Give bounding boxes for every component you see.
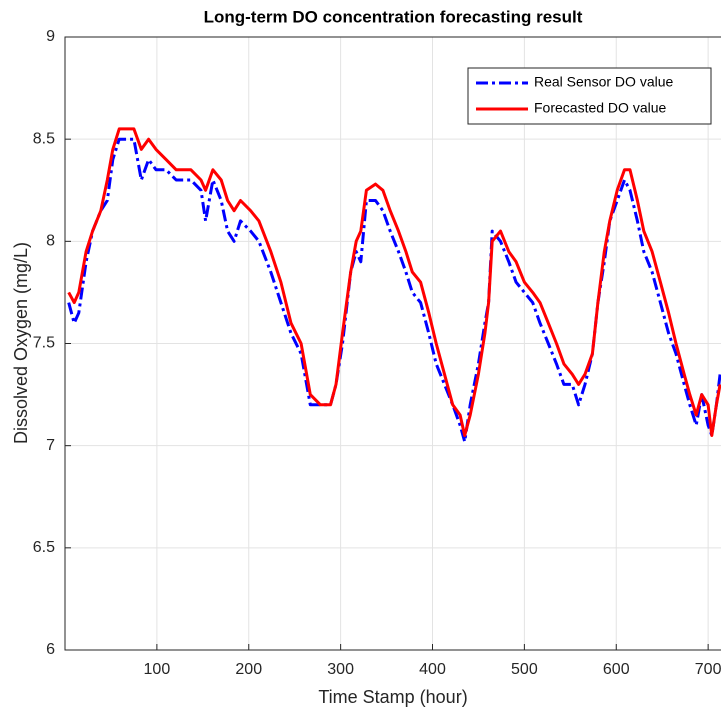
x-tick-label: 400: [419, 661, 446, 678]
x-tick-label: 200: [235, 661, 262, 678]
x-tick-label: 600: [603, 661, 630, 678]
y-tick-label: 8: [46, 233, 55, 250]
legend-label: Forecasted DO value: [534, 100, 666, 116]
x-axis-label: Time Stamp (hour): [318, 687, 467, 707]
series-line: [67, 127, 721, 437]
legend-label: Real Sensor DO value: [534, 74, 674, 90]
x-tick-label: 700: [695, 661, 721, 678]
y-tick-label: 9: [46, 28, 55, 45]
legend-box: [467, 67, 712, 125]
x-tick-label: 300: [327, 661, 354, 678]
y-tick-label: 6.5: [33, 539, 55, 556]
y-axis-label: Dissolved Oxygen (mg/L): [11, 242, 31, 444]
y-tick-label: 7.5: [33, 335, 55, 352]
chart-title: Long-term DO concentration forecasting r…: [204, 7, 583, 26]
x-tick-label: 500: [511, 661, 538, 678]
y-tick-label: 7: [46, 437, 55, 454]
axes-box: [64, 36, 721, 651]
y-tick-label: 6: [46, 641, 55, 658]
x-tick-label: 100: [144, 661, 171, 678]
series-line: [67, 137, 721, 444]
y-tick-label: 8.5: [33, 130, 55, 147]
